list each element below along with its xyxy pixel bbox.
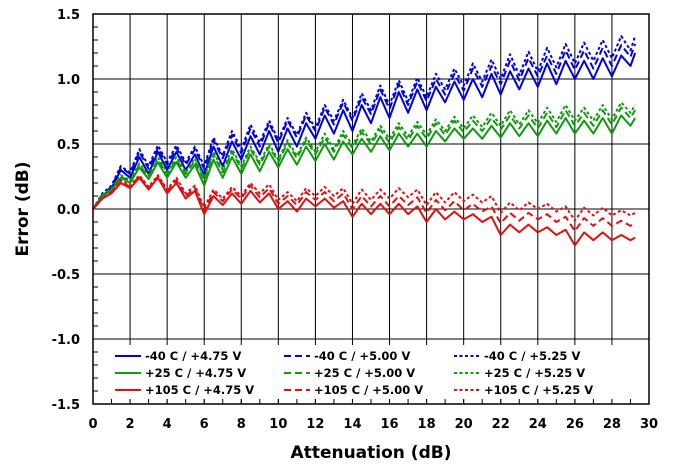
y-tick-label: -0.5: [52, 268, 80, 283]
series-lines: [92, 35, 637, 247]
x-tick-label: 20: [455, 417, 473, 432]
x-tick-label: 4: [163, 417, 172, 432]
y-tick-label: 0.0: [57, 203, 80, 218]
x-tick-label: 30: [640, 417, 658, 432]
x-tick-label: 18: [418, 417, 436, 432]
plot-frame: [92, 13, 650, 405]
y-tick-label: -1.5: [52, 398, 80, 413]
y-tick-label: -1.0: [52, 333, 80, 348]
legend-label: +25 C / +5.00 V: [314, 366, 415, 380]
legend-label: +105 C / +5.25 V: [484, 383, 593, 397]
legend-background: [109, 345, 619, 399]
x-tick-label: 12: [306, 417, 324, 432]
x-tick-label: 2: [126, 417, 135, 432]
grid-lines: [93, 14, 649, 404]
y-tick-labels: -1.5 -1.0 -0.5 0.0 0.5 1.0 1.5: [52, 8, 80, 413]
legend-label: -40 C / +5.25 V: [484, 349, 580, 363]
legend-label: +105 C / +5.00 V: [314, 383, 423, 397]
legend-label: +25 C / +4.75 V: [145, 366, 246, 380]
y-tick-label: 1.5: [57, 8, 80, 23]
legend-label: +105 C / +4.75 V: [145, 383, 254, 397]
legend-label: +25 C / +5.25 V: [484, 366, 585, 380]
x-tick-label: 10: [269, 417, 287, 432]
x-tick-label: 22: [492, 417, 510, 432]
y-tick-label: 1.0: [57, 73, 80, 88]
series-line: [92, 43, 637, 210]
series-line: [92, 101, 636, 210]
x-tick-label: 24: [529, 417, 547, 432]
series-line: [92, 114, 636, 210]
x-tick-label: 8: [237, 417, 246, 432]
x-tick-label: 6: [200, 417, 209, 432]
y-axis-label: Error (dB): [13, 161, 33, 256]
y-tick-label: 0.5: [57, 138, 80, 153]
series-line: [92, 35, 637, 210]
x-axis-label: Attenuation (dB): [291, 443, 452, 463]
x-tick-label: 26: [566, 417, 584, 432]
x-tick-labels: 0 2 4 6 8 10 12 14 16 18 20 22 24 26 28 30: [88, 417, 658, 432]
x-tick-label: 16: [380, 417, 398, 432]
legend-label: -40 C / +4.75 V: [145, 349, 241, 363]
series-line: [92, 175, 636, 233]
series-line: [92, 176, 636, 247]
series-line: [92, 174, 636, 222]
x-tick-label: 0: [88, 417, 97, 432]
legend: -40 C / +4.75 V -40 C / +5.00 V -40 C / +5…: [109, 345, 619, 399]
legend-label: -40 C / +5.00 V: [314, 349, 410, 363]
x-tick-label: 28: [603, 417, 621, 432]
series-line: [92, 52, 637, 210]
x-tick-label: 14: [343, 417, 361, 432]
